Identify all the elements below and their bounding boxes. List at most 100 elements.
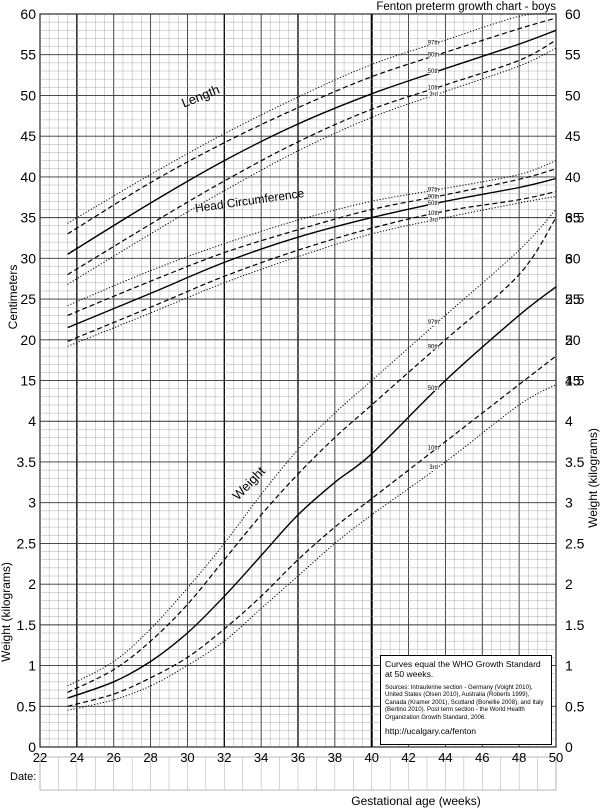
y-tick-label-weight-right: 4.5 [565, 372, 585, 388]
x-tick-label: 26 [106, 750, 120, 765]
y-tick-label-weight-left: 1.5 [17, 617, 37, 633]
y-axis-title-weight-right: Weight (kilograms) [586, 428, 600, 528]
y-axis-title-weight-left: Weight (kilograms) [0, 562, 13, 662]
x-tick-label: 34 [254, 750, 268, 765]
percentile-label-bg [428, 38, 440, 46]
y-axis-title-centimeters: Centimeters [6, 265, 20, 330]
percentile-label: 10th [428, 211, 440, 217]
y-tick-label-weight-left: 0 [28, 739, 36, 755]
y-tick-label-cm-left: 20 [20, 332, 36, 348]
percentile-label: 10th [428, 445, 440, 451]
percentile-label-bg [428, 83, 440, 91]
x-tick-label: 42 [401, 750, 415, 765]
percentile-label: 3rd [429, 92, 438, 98]
percentile-label-bg [428, 443, 440, 451]
y-tick-label-cm-right: 15 [565, 373, 581, 389]
weight-90th-curve [67, 217, 557, 693]
x-tick-label: 40 [364, 750, 378, 765]
y-tick-label-weight-right: 6 [565, 250, 573, 266]
x-tick-label: 44 [438, 750, 452, 765]
grid [39, 13, 557, 791]
y-tick-label-cm-right: 35 [565, 210, 581, 226]
weight-curve-label: Weight [229, 463, 268, 503]
y-tick-label-cm-left: 35 [20, 210, 36, 226]
y-tick-label-weight-right: 1.5 [565, 617, 585, 633]
x-tick-label: 38 [328, 750, 342, 765]
head-circumference-50th-curve [67, 177, 557, 329]
y-tick-label-weight-left: 0.5 [17, 698, 37, 714]
head-circumference-3rd-curve [67, 195, 557, 347]
length-90th-curve [67, 17, 557, 235]
percentile-label-bg [428, 215, 440, 223]
y-tick-label-weight-right: 5 [565, 332, 573, 348]
percentile-label-bg [428, 317, 440, 325]
percentile-label: 50th [428, 69, 440, 75]
percentile-curves [67, 13, 557, 711]
length-97th-curve [67, 13, 557, 224]
length-50th-curve [67, 29, 557, 255]
x-tick-label: 24 [70, 750, 84, 765]
chart-title: Fenton preterm growth chart - boys [376, 1, 556, 13]
weight-50th-curve [67, 286, 557, 699]
length-3rd-curve [67, 47, 557, 285]
y-tick-label-cm-right: 20 [565, 332, 581, 348]
y-tick-label-cm-right: 40 [565, 169, 581, 185]
y-tick-label-weight-right: 6.5 [565, 210, 585, 226]
x-tick-label: 50 [549, 750, 563, 765]
y-tick-label-cm-right: 50 [565, 87, 581, 103]
y-tick-label-weight-right: 0 [565, 739, 573, 755]
x-tick-label: 28 [143, 750, 157, 765]
percentile-label-bg [428, 50, 440, 58]
info-box: Curves equal the WHO Growth Standard at … [380, 655, 552, 745]
y-tick-label-cm-left: 30 [20, 250, 36, 266]
y-tick-label-cm-left: 60 [20, 6, 36, 22]
date-label: Date: [10, 771, 36, 783]
y-tick-label-weight-left: 2.5 [17, 535, 37, 551]
y-tick-label-weight-left: 2 [28, 576, 36, 592]
percentile-label-bg [428, 208, 440, 216]
percentile-label: 50th [428, 386, 440, 392]
percentile-label-bg [428, 198, 440, 206]
percentile-label-bg [428, 383, 440, 391]
percentile-label: 50th [428, 201, 440, 207]
x-axis-title: Gestational age (weeks) [351, 794, 480, 808]
y-tick-label-cm-left: 50 [20, 87, 36, 103]
percentile-label-bg [428, 463, 440, 471]
y-tick-label-weight-left: 4 [28, 413, 36, 429]
percentile-label-bg [428, 192, 440, 200]
y-tick-label-weight-right: 2.5 [565, 535, 585, 551]
x-tick-label: 36 [291, 750, 305, 765]
y-tick-label-weight-left: 3 [28, 495, 36, 511]
percentile-label-bg [428, 185, 440, 193]
weight-10th-curve [67, 355, 557, 707]
percentile-label: 3rd [429, 217, 438, 223]
info-url[interactable]: http://ucalgary.ca/fenton [385, 726, 477, 737]
percentile-label: 10th [428, 85, 440, 91]
weight-3rd-curve [67, 384, 557, 711]
percentile-label: 90th [428, 344, 440, 350]
info-note: Curves equal the WHO Growth Standard at … [385, 659, 541, 679]
percentile-label: 3rd [429, 465, 438, 471]
y-tick-label-cm-right: 30 [565, 250, 581, 266]
percentile-label: 97th [428, 188, 440, 194]
y-tick-label-cm-right: 25 [565, 291, 581, 307]
x-tick-label: 30 [180, 750, 194, 765]
y-tick-label-cm-right: 60 [565, 6, 581, 22]
y-tick-label-cm-left: 15 [20, 373, 36, 389]
x-tick-label: 32 [217, 750, 231, 765]
y-tick-label-cm-right: 45 [565, 128, 581, 144]
y-tick-label-weight-left: 1 [28, 658, 36, 674]
y-tick-label-weight-right: 3.5 [565, 454, 585, 470]
y-tick-label-weight-right: 5.5 [565, 291, 585, 307]
y-tick-label-weight-right: 3 [565, 495, 573, 511]
percentile-label: 97th [428, 320, 440, 326]
head-circumference-90th-curve [67, 168, 557, 316]
length-curve-label: Length [179, 82, 221, 111]
y-tick-label-cm-left: 40 [20, 169, 36, 185]
percentile-label-bg [428, 67, 440, 75]
x-tick-label: 46 [475, 750, 489, 765]
y-tick-label-cm-left: 55 [20, 47, 36, 63]
percentile-label: 90th [428, 53, 440, 59]
